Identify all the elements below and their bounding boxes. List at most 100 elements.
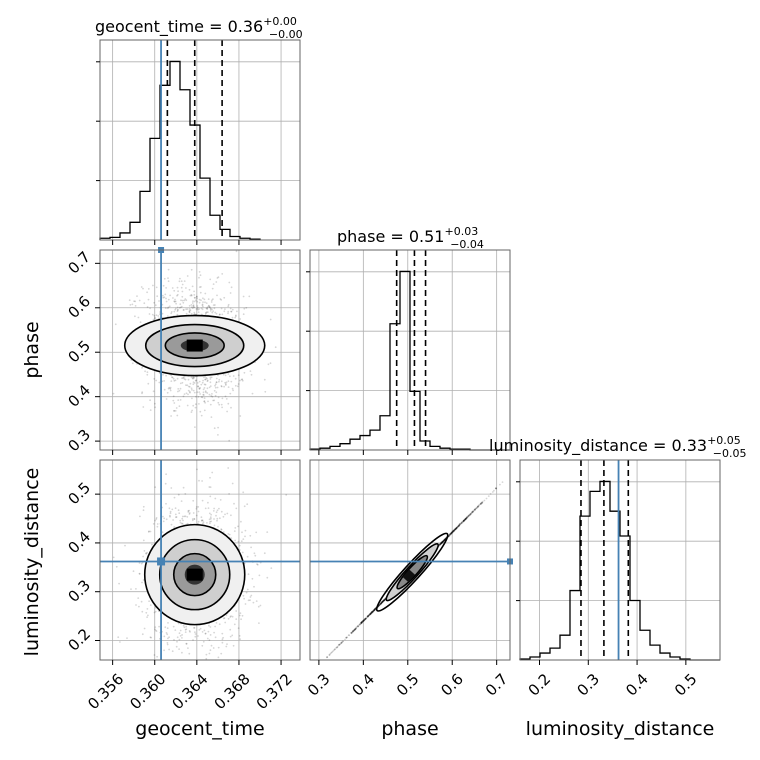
sample-point xyxy=(216,277,219,279)
sample-point xyxy=(231,387,234,390)
sample-point xyxy=(174,308,177,311)
sample-point xyxy=(463,519,466,522)
sample-point xyxy=(469,513,471,516)
sample-point xyxy=(186,384,189,387)
sample-point xyxy=(374,607,377,610)
sample-point xyxy=(373,609,375,612)
sample-point xyxy=(185,642,188,645)
sample-point xyxy=(366,615,369,618)
sample-point xyxy=(251,392,254,395)
sample-point xyxy=(232,644,235,647)
sample-point xyxy=(443,538,446,541)
sample-point xyxy=(464,518,467,521)
sample-point xyxy=(212,399,215,402)
sample-point xyxy=(333,649,335,652)
sample-point xyxy=(176,414,179,417)
sample-point xyxy=(182,377,185,380)
sample-point xyxy=(186,404,189,407)
sample-point xyxy=(227,402,230,405)
sample-point xyxy=(204,632,207,635)
sample-point xyxy=(183,626,186,629)
sample-point xyxy=(130,588,132,590)
sample-point xyxy=(205,311,208,314)
sample-point xyxy=(380,602,383,605)
sample-point xyxy=(443,538,446,541)
sample-point xyxy=(178,280,181,283)
sample-point xyxy=(222,617,225,620)
sample-point xyxy=(449,532,452,535)
sample-point xyxy=(195,295,198,298)
sample-point xyxy=(177,290,180,293)
sample-point xyxy=(179,635,182,637)
sample-point xyxy=(181,634,184,636)
sample-point xyxy=(134,300,137,303)
sample-point xyxy=(450,532,453,535)
sample-point xyxy=(155,314,158,317)
sample-point xyxy=(200,383,203,386)
sample-point xyxy=(470,512,473,514)
sample-point xyxy=(229,375,231,378)
sample-point xyxy=(471,510,474,513)
sample-point xyxy=(197,510,200,513)
contour-outer xyxy=(375,532,449,612)
sample-point xyxy=(494,487,497,490)
sample-point xyxy=(168,648,171,651)
sample-point xyxy=(171,650,174,653)
sample-point xyxy=(201,519,203,522)
sample-point xyxy=(197,311,200,314)
sample-point xyxy=(202,305,204,308)
sample-point xyxy=(360,621,363,624)
sample-point xyxy=(217,426,220,429)
sample-point xyxy=(474,508,476,511)
sample-point xyxy=(195,514,198,517)
sample-point xyxy=(379,603,382,605)
sample-point xyxy=(189,631,191,633)
sample-point xyxy=(234,315,237,318)
sample-point xyxy=(165,473,168,476)
sample-point xyxy=(215,511,218,514)
sample-point xyxy=(379,603,381,606)
sample-point xyxy=(184,628,187,631)
sample-point xyxy=(170,415,173,417)
sample-point xyxy=(439,543,442,545)
sample-point xyxy=(193,391,196,394)
sample-point xyxy=(448,534,451,537)
sample-point xyxy=(217,396,220,399)
sample-point xyxy=(452,530,455,533)
sample-point xyxy=(481,501,484,504)
sample-point xyxy=(211,308,213,311)
sample-point xyxy=(189,309,192,312)
sample-point xyxy=(202,297,204,300)
sample-point xyxy=(204,507,207,510)
sample-point xyxy=(163,277,166,280)
sample-point xyxy=(339,643,341,646)
sample-point xyxy=(239,638,242,640)
panel-frame xyxy=(99,39,301,241)
sample-point xyxy=(477,505,479,508)
sample-point xyxy=(143,550,146,552)
sample-point xyxy=(208,518,211,521)
sample-point xyxy=(369,613,372,615)
sample-point xyxy=(163,649,166,652)
sample-point xyxy=(191,285,194,288)
sample-point xyxy=(157,315,160,317)
sample-point xyxy=(167,268,170,271)
sample-point xyxy=(179,277,181,280)
sample-point xyxy=(455,527,458,529)
sample-point xyxy=(185,308,188,311)
sample-point xyxy=(174,379,177,382)
sample-point xyxy=(193,377,195,379)
sample-point xyxy=(132,570,135,573)
sample-point xyxy=(360,621,363,624)
sample-point xyxy=(373,608,376,611)
sample-point xyxy=(352,630,354,633)
sample-point xyxy=(226,643,228,645)
sample-point xyxy=(163,296,166,299)
sample-point xyxy=(455,527,457,530)
sample-point xyxy=(224,374,227,377)
sample-point xyxy=(450,531,453,534)
sample-point xyxy=(369,613,372,615)
sample-point xyxy=(180,522,183,525)
sample-point xyxy=(204,632,207,635)
sample-point xyxy=(162,515,164,518)
